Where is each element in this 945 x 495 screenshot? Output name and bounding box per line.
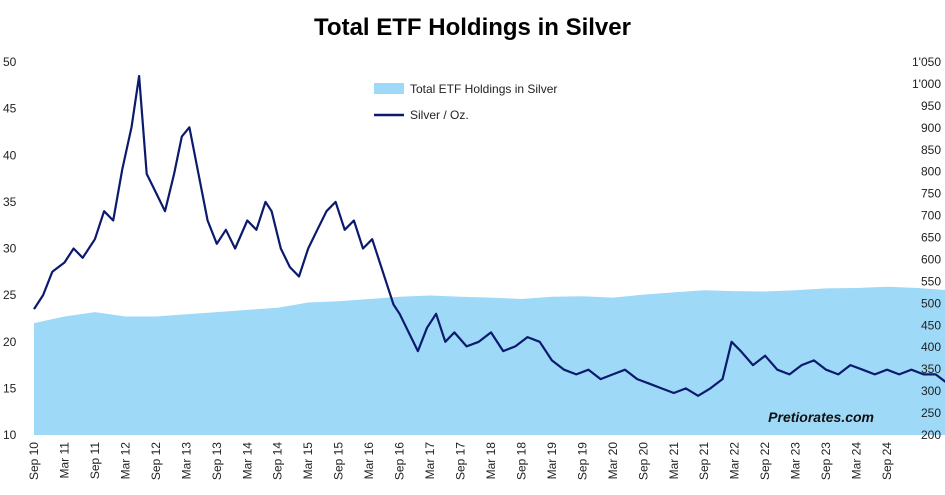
right-y-tick-label: 350 [921, 362, 941, 376]
silver-price-line [33, 74, 945, 397]
left-y-tick-label: 20 [3, 335, 17, 349]
silver-price-line-layer [33, 74, 945, 397]
right-y-tick-label: 750 [921, 187, 941, 201]
x-tick-label: Sep 15 [332, 442, 346, 480]
x-tick-label: Sep 12 [149, 442, 163, 480]
right-y-tick-label: 200 [921, 428, 941, 442]
x-tick-label: Sep 18 [514, 442, 528, 480]
left-y-tick-label: 15 [3, 381, 17, 395]
legend-label-holdings: Total ETF Holdings in Silver [410, 82, 557, 96]
legend-swatch-holdings [374, 83, 404, 94]
x-tick-label: Mar 17 [423, 442, 437, 480]
annotation-layer: Pretiorates.com [768, 409, 874, 425]
x-tick-label: Mar 24 [850, 442, 864, 480]
holdings-area [34, 286, 945, 435]
x-tick-label: Sep 20 [636, 442, 650, 480]
right-y-tick-label: 550 [921, 274, 941, 288]
right-y-tick-label: 900 [921, 121, 941, 135]
x-tick-label: Mar 19 [545, 442, 559, 480]
right-y-tick-label: 500 [921, 296, 941, 310]
right-y-tick-label: 650 [921, 231, 941, 245]
x-tick-label: Sep 14 [271, 442, 285, 480]
x-axis: Sep 10 Mar 11 Sep 11 Mar 12 Sep 12 Mar 13 Sep … [27, 442, 894, 480]
left-y-tick-label: 40 [3, 148, 17, 162]
x-tick-label: Mar 13 [179, 442, 193, 480]
x-tick-label: Mar 18 [484, 442, 498, 480]
x-tick-label: Sep 11 [88, 442, 102, 479]
left-y-tick-label: 30 [3, 242, 17, 256]
x-tick-label: Sep 10 [27, 442, 41, 480]
left-y-tick-label: 45 [3, 102, 17, 116]
left-y-tick-label: 35 [3, 195, 17, 209]
x-tick-label: Sep 17 [454, 442, 468, 480]
x-tick-label: Mar 16 [362, 442, 376, 480]
x-tick-label: Sep 13 [210, 442, 224, 480]
holdings-area-layer [34, 286, 945, 435]
right-y-tick-label: 600 [921, 252, 941, 266]
right-y-tick-label: 1'000 [912, 77, 941, 91]
left-y-axis: 10 15 20 25 30 35 40 45 50 [3, 55, 17, 442]
right-y-tick-label: 800 [921, 165, 941, 179]
source-watermark: Pretiorates.com [768, 409, 874, 425]
legend-label-silver: Silver / Oz. [410, 108, 469, 122]
x-tick-label: Mar 11 [58, 442, 72, 479]
x-tick-label: Mar 23 [789, 442, 803, 480]
right-y-tick-label: 250 [921, 406, 941, 420]
x-tick-label: Mar 15 [301, 442, 315, 480]
legend: Total ETF Holdings in Silver Silver / Oz. [374, 82, 557, 122]
x-tick-label: Sep 23 [819, 442, 833, 480]
x-tick-label: Sep 21 [697, 442, 711, 480]
left-y-tick-label: 10 [3, 428, 17, 442]
x-tick-label: Mar 12 [118, 442, 132, 480]
x-tick-label: Mar 21 [667, 442, 681, 480]
right-y-tick-label: 1'050 [912, 55, 941, 69]
x-tick-label: Mar 22 [728, 442, 742, 480]
right-y-tick-label: 700 [921, 209, 941, 223]
x-tick-label: Sep 22 [758, 442, 772, 480]
right-y-tick-label: 850 [921, 143, 941, 157]
right-y-tick-label: 950 [921, 99, 941, 113]
right-y-tick-label: 300 [921, 384, 941, 398]
x-tick-label: Sep 24 [880, 442, 894, 480]
x-tick-label: Mar 14 [240, 442, 254, 480]
right-y-tick-label: 400 [921, 340, 941, 354]
right-y-tick-label: 450 [921, 318, 941, 332]
x-tick-label: Mar 20 [606, 442, 620, 480]
x-tick-label: Sep 19 [575, 442, 589, 480]
left-y-tick-label: 50 [3, 55, 17, 69]
x-tick-label: Sep 16 [393, 442, 407, 480]
right-y-axis: 200 250 300 350 400 450 500 550 600 650 700 750 800 8… [912, 55, 941, 442]
chart-title: Total ETF Holdings in Silver [314, 14, 631, 41]
left-y-tick-label: 25 [3, 288, 17, 302]
